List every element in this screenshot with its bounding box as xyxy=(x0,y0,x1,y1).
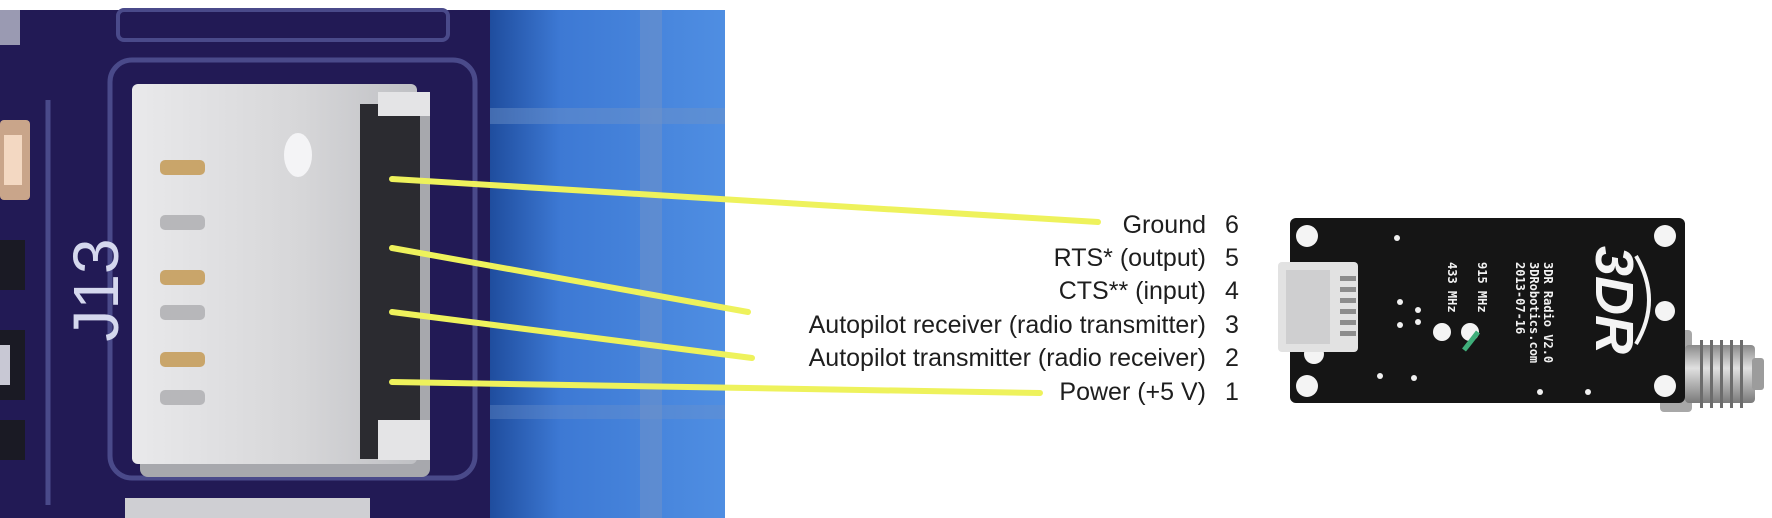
radio-module: 3DR Radio V2.0 3DRobotics.com 2013-07-16… xyxy=(1278,218,1764,412)
pin-contact xyxy=(160,352,205,367)
top-pad-outline xyxy=(116,8,450,42)
edge-part-1 xyxy=(0,240,25,290)
mounting-hole xyxy=(1654,225,1676,247)
frequency-433-label: 433 MHz xyxy=(1445,262,1459,313)
frequency-915-label: 915 MHz xyxy=(1475,262,1489,313)
logo-text: 3DR xyxy=(1584,246,1644,354)
wire-lines xyxy=(389,176,1101,396)
pin-contact xyxy=(160,270,205,285)
radio-silkscreen: 3DR Radio V2.0 3DRobotics.com 2013-07-16… xyxy=(1445,262,1555,363)
3dr-logo: 3DR xyxy=(1584,246,1651,354)
pin-contact xyxy=(160,390,205,405)
connector-opening xyxy=(360,104,420,459)
radio-website-label: 3DRobotics.com xyxy=(1527,262,1541,363)
connector-notch xyxy=(284,133,312,177)
pin-label-power: Power (+5 V) xyxy=(1059,378,1206,406)
serial-connector-pins xyxy=(1340,276,1356,336)
pin-number-1: 1 xyxy=(1225,378,1239,406)
pin-contact xyxy=(160,305,205,320)
mounting-hole xyxy=(1654,375,1676,397)
pin-contact xyxy=(160,215,205,230)
mounting-hole xyxy=(1296,375,1318,397)
surface-highlight-h2 xyxy=(490,405,725,419)
wire-ground xyxy=(389,176,1101,225)
pin-number-4: 4 xyxy=(1225,277,1239,305)
pin-label-autopilot-receiver: Autopilot receiver (radio transmitter) xyxy=(809,311,1206,339)
wire-autopilot-transmitter xyxy=(389,309,755,361)
pin-label-ground: Ground xyxy=(1123,211,1206,239)
smd-component-face xyxy=(4,135,22,185)
wire-autopilot-receiver xyxy=(389,245,751,315)
pin-number-3: 3 xyxy=(1225,311,1239,339)
connector-pins xyxy=(160,160,205,405)
antenna-tip xyxy=(1752,358,1764,390)
pin-number-6: 6 xyxy=(1225,211,1239,239)
pin-label-cts: CTS** (input) xyxy=(1059,277,1206,305)
pin-label-autopilot-transmitter: Autopilot transmitter (radio receiver) xyxy=(809,344,1206,372)
logo-swoosh xyxy=(1634,254,1651,346)
latch-top xyxy=(378,92,430,116)
pin-number-5: 5 xyxy=(1225,244,1239,272)
neighbour-part-bottom xyxy=(125,498,370,518)
green-led xyxy=(1462,330,1480,352)
pin-label-rts: RTS* (output) xyxy=(1054,244,1206,272)
mounting-hole xyxy=(1655,301,1675,321)
serial-connector-inner xyxy=(1286,270,1330,344)
connector-housing xyxy=(132,84,417,464)
latch-bottom xyxy=(378,420,430,460)
led-pad xyxy=(1433,323,1451,341)
pin-number-2: 2 xyxy=(1225,344,1239,372)
pin-labels: Ground 6 RTS* (output) 5 CTS** (input) 4… xyxy=(809,211,1239,406)
antenna-threads xyxy=(1700,340,1743,408)
edge-part-pin xyxy=(0,345,10,385)
connector-outline xyxy=(107,57,478,481)
radio-date-label: 2013-07-16 xyxy=(1513,262,1527,334)
mounting-hole xyxy=(1296,225,1318,247)
radio-board xyxy=(1290,218,1685,403)
board-vias xyxy=(1377,235,1591,395)
pcb-photo: J13 xyxy=(0,8,725,518)
surface-highlight-h xyxy=(490,108,725,124)
edge-part-top xyxy=(0,10,20,45)
surface-highlight xyxy=(640,10,662,518)
edge-part-3 xyxy=(0,420,25,460)
wire-power xyxy=(389,379,1043,396)
blue-surface xyxy=(490,10,725,518)
radio-model-label: 3DR Radio V2.0 xyxy=(1541,262,1555,363)
silkscreen-label: J13 xyxy=(60,238,132,341)
pin-contact xyxy=(160,160,205,175)
